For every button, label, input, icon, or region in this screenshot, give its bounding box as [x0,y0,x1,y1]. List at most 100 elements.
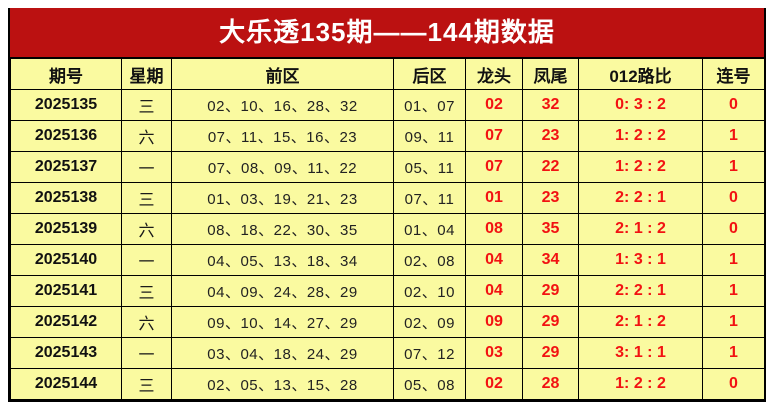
weekday-cell: 三 [121,89,172,121]
road-012-ratio-cell: 2: 2 : 1 [578,182,703,214]
page-title: 大乐透135期——144期数据 [219,17,555,47]
weekday-cell: 一 [121,151,172,183]
phoenix-tail-cell: 32 [522,89,579,121]
table-row: 2025140 一 04、05、13、18、34 02、08 04 34 1: … [10,244,765,276]
front-zone-cell: 08、18、22、30、35 [171,213,394,245]
table-row: 2025136 六 07、11、15、16、23 09、11 07 23 1: … [10,120,765,152]
dragon-head-cell: 07 [465,120,523,152]
back-zone-cell: 02、09 [393,306,466,338]
period-cell: 2025141 [10,275,122,307]
phoenix-tail-cell: 28 [522,368,579,400]
phoenix-tail-cell: 29 [522,275,579,307]
dragon-head-cell: 01 [465,182,523,214]
weekday-cell: 一 [121,337,172,369]
col-header-012-ratio: 012路比 [578,57,703,90]
back-zone-cell: 09、11 [393,120,466,152]
period-cell: 2025137 [10,151,122,183]
period-cell: 2025143 [10,337,122,369]
table-row: 2025143 一 03、04、18、24、29 07、12 03 29 3: … [10,337,765,369]
consecutive-count-cell: 0 [702,89,765,121]
back-zone-cell: 01、07 [393,89,466,121]
table-header-row: 期号 星期 前区 后区 龙头 凤尾 012路比 连号 [10,57,765,90]
road-012-ratio-cell: 1: 2 : 2 [578,151,703,183]
table-row: 2025144 三 02、05、13、15、28 05、08 02 28 1: … [10,368,765,400]
back-zone-cell: 02、08 [393,244,466,276]
phoenix-tail-cell: 29 [522,337,579,369]
lottery-data-board: 大乐透135期——144期数据 期号 星期 前区 后区 龙头 凤尾 012路比 … [8,8,766,402]
consecutive-count-cell: 1 [702,306,765,338]
consecutive-count-cell: 0 [702,182,765,214]
table-row: 2025135 三 02、10、16、28、32 01、07 02 32 0: … [10,89,765,121]
period-cell: 2025135 [10,89,122,121]
consecutive-count-cell: 1 [702,275,765,307]
weekday-cell: 六 [121,213,172,245]
front-zone-cell: 04、09、24、28、29 [171,275,394,307]
col-header-period: 期号 [10,57,122,90]
dragon-head-cell: 04 [465,244,523,276]
table-row: 2025138 三 01、03、19、21、23 07、11 01 23 2: … [10,182,765,214]
road-012-ratio-cell: 1: 2 : 2 [578,368,703,400]
back-zone-cell: 07、12 [393,337,466,369]
col-header-front-zone: 前区 [171,57,394,90]
title-bar: 大乐透135期——144期数据 [10,8,764,57]
consecutive-count-cell: 0 [702,213,765,245]
weekday-cell: 三 [121,275,172,307]
dragon-head-cell: 09 [465,306,523,338]
col-header-back-zone: 后区 [393,57,466,90]
consecutive-count-cell: 1 [702,151,765,183]
dragon-head-cell: 07 [465,151,523,183]
road-012-ratio-cell: 0: 3 : 2 [578,89,703,121]
front-zone-cell: 09、10、14、27、29 [171,306,394,338]
weekday-cell: 六 [121,120,172,152]
dragon-head-cell: 02 [465,89,523,121]
table-body: 2025135 三 02、10、16、28、32 01、07 02 32 0: … [10,89,765,400]
phoenix-tail-cell: 35 [522,213,579,245]
dragon-head-cell: 04 [465,275,523,307]
table-row: 2025142 六 09、10、14、27、29 02、09 09 29 2: … [10,306,765,338]
phoenix-tail-cell: 23 [522,182,579,214]
consecutive-count-cell: 1 [702,337,765,369]
weekday-cell: 六 [121,306,172,338]
back-zone-cell: 05、08 [393,368,466,400]
period-cell: 2025144 [10,368,122,400]
weekday-cell: 三 [121,368,172,400]
col-header-weekday: 星期 [121,57,172,90]
period-cell: 2025142 [10,306,122,338]
col-header-dragon-head: 龙头 [465,57,523,90]
front-zone-cell: 04、05、13、18、34 [171,244,394,276]
front-zone-cell: 03、04、18、24、29 [171,337,394,369]
road-012-ratio-cell: 2: 1 : 2 [578,213,703,245]
back-zone-cell: 05、11 [393,151,466,183]
front-zone-cell: 02、10、16、28、32 [171,89,394,121]
consecutive-count-cell: 1 [702,120,765,152]
road-012-ratio-cell: 2: 2 : 1 [578,275,703,307]
front-zone-cell: 02、05、13、15、28 [171,368,394,400]
dragon-head-cell: 03 [465,337,523,369]
road-012-ratio-cell: 3: 1 : 1 [578,337,703,369]
back-zone-cell: 02、10 [393,275,466,307]
col-header-consecutive: 连号 [702,57,765,90]
period-cell: 2025136 [10,120,122,152]
phoenix-tail-cell: 34 [522,244,579,276]
road-012-ratio-cell: 1: 3 : 1 [578,244,703,276]
road-012-ratio-cell: 1: 2 : 2 [578,120,703,152]
dragon-head-cell: 02 [465,368,523,400]
table-row: 2025137 一 07、08、09、11、22 05、11 07 22 1: … [10,151,765,183]
weekday-cell: 一 [121,244,172,276]
front-zone-cell: 07、08、09、11、22 [171,151,394,183]
phoenix-tail-cell: 22 [522,151,579,183]
front-zone-cell: 07、11、15、16、23 [171,120,394,152]
consecutive-count-cell: 0 [702,368,765,400]
lottery-data-table: 期号 星期 前区 后区 龙头 凤尾 012路比 连号 2025135 三 02、… [10,57,765,400]
table-row: 2025139 六 08、18、22、30、35 01、04 08 35 2: … [10,213,765,245]
front-zone-cell: 01、03、19、21、23 [171,182,394,214]
back-zone-cell: 01、04 [393,213,466,245]
consecutive-count-cell: 1 [702,244,765,276]
table-row: 2025141 三 04、09、24、28、29 02、10 04 29 2: … [10,275,765,307]
period-cell: 2025139 [10,213,122,245]
col-header-phoenix-tail: 凤尾 [522,57,579,90]
road-012-ratio-cell: 2: 1 : 2 [578,306,703,338]
back-zone-cell: 07、11 [393,182,466,214]
dragon-head-cell: 08 [465,213,523,245]
